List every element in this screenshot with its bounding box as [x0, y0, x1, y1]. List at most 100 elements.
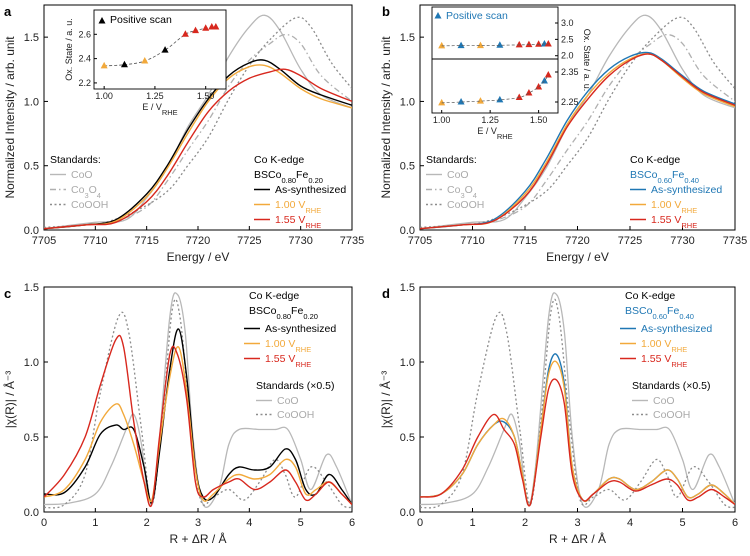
inset-data-point [438, 98, 446, 106]
x-tick-label: 7725 [237, 235, 261, 247]
text-part: 1.55 V [641, 353, 671, 365]
panel-label: d [382, 286, 390, 301]
legend-label: CoOOH [277, 409, 314, 421]
x-tick-label: 6 [349, 517, 355, 529]
inset: 1.00 1.25 1.50 2.2 2.4 2.6 E / VRHE Ox. State /… [64, 9, 227, 117]
legend-sample-label: BSCo0.80Fe0.20 [249, 305, 318, 321]
inset-data-point [100, 61, 108, 69]
text-part: As-synthesized [265, 323, 336, 335]
subscript: RHE [681, 221, 697, 230]
inset-y-tick-label: 2.25 [561, 97, 579, 107]
subscript: 0.20 [308, 176, 323, 185]
x-tick-label: 7720 [565, 235, 589, 247]
inset-y-tick-label: 2.5 [561, 34, 574, 44]
series-coo [420, 292, 735, 508]
inset-x-tick-label: 1.50 [197, 91, 215, 101]
subscript: RHE [671, 345, 687, 354]
text-part: Fe [291, 305, 303, 317]
x-tick-label: 4 [246, 517, 252, 529]
series-coooh [420, 16, 735, 229]
inset-frame [431, 6, 559, 114]
text-part: BSCo [625, 305, 653, 317]
text-part: CoOOH [71, 199, 108, 211]
inset-data-point [202, 24, 210, 31]
subscript: RHE [162, 108, 178, 117]
x-tick-label: 7715 [134, 235, 158, 247]
x-axis-label: Energy / eV [167, 250, 230, 264]
panel-label: b [382, 4, 390, 19]
subscript: 3 [84, 191, 88, 200]
text-part: E / V [477, 126, 497, 136]
x-tick-label: 3 [574, 517, 580, 529]
inset-y-tick-label: 2.2 [78, 78, 91, 88]
legend-label: As-synthesized [275, 184, 346, 196]
x-tick-label: 7730 [288, 235, 312, 247]
legend-sample-label: BSCo0.80Fe0.20 [254, 169, 323, 185]
x-tick-label: 7720 [186, 235, 210, 247]
y-tick-label: 0.0 [24, 225, 39, 237]
inset-x-label: E / VRHE [477, 126, 512, 141]
text-part: Fe [296, 169, 308, 181]
series-1-00-v [44, 346, 352, 505]
inset-legend-label: Positive scan [110, 14, 172, 26]
text-part: Fe [667, 305, 679, 317]
legend-label: 1.00 VRHE [275, 199, 321, 215]
y-tick-label: 0.5 [400, 161, 415, 173]
legend-label: CoO [653, 395, 675, 407]
text-part: 1.00 V [651, 199, 681, 211]
subscript: 0.60 [652, 312, 667, 321]
inset-x-tick-label: 1.25 [146, 91, 164, 101]
text-part: 1.00 V [641, 338, 671, 350]
inset-trend-line [441, 43, 549, 47]
x-axis-label: R + ΔR / Å [169, 531, 226, 546]
x-tick-label: 7715 [513, 235, 537, 247]
y-axis-label: |χ(R)| / Å⁻³ [2, 371, 17, 429]
series-1-55-v [420, 378, 735, 507]
subscript: RHE [681, 206, 697, 215]
text-part: Co [71, 184, 85, 196]
text-part: 1.55 V [265, 353, 295, 365]
x-tick-label: 1 [469, 517, 475, 529]
y-axis-label: Normalized Intensity / arb. unit [379, 36, 393, 199]
series-1-55-v [44, 334, 352, 507]
y-tick-label: 0.5 [400, 432, 415, 444]
legend-label: 1.00 VRHE [265, 338, 311, 354]
series-as-synthesized [420, 51, 735, 230]
x-tick-label: 0 [417, 517, 423, 529]
y-tick-label: 1.0 [24, 96, 39, 108]
y-tick-label: 1.0 [24, 357, 39, 369]
subscript: 4 [473, 191, 477, 200]
text-part: As-synthesized [641, 323, 712, 335]
inset-y-label: Ox. State / a. u. [64, 18, 74, 81]
inset-y-tick-label: 2.6 [78, 29, 91, 39]
subscript: RHE [295, 345, 311, 354]
legend-label: 1.55 VRHE [275, 214, 321, 230]
inset-frame [93, 9, 227, 90]
subscript: RHE [305, 206, 321, 215]
legend-sample-label: BSCo0.60Fe0.40 [630, 169, 699, 185]
x-tick-label: 2 [522, 517, 528, 529]
inset-data-point [540, 77, 548, 84]
subscript: RHE [497, 132, 513, 141]
legend-label: 1.55 VRHE [641, 353, 687, 369]
panel-label: c [4, 286, 11, 301]
subscript: 0.80 [281, 176, 296, 185]
subscript: 0.20 [303, 312, 318, 321]
inset-y-tick-label: 3.0 [561, 18, 574, 28]
inset-x-tick-label: 1.50 [530, 115, 548, 125]
x-tick-label: 5 [679, 517, 685, 529]
legend-standards-title: Standards (×0.5) [632, 380, 711, 392]
series-coooh [420, 298, 735, 509]
series-1-00-v [420, 360, 735, 507]
panel-b: b 7705 7710 7715 7720 7725 7730 7735 0.0 0.5 1.0 1.… [379, 4, 747, 264]
legend-label: 1.55 VRHE [265, 353, 311, 369]
legend-label: CoO [71, 169, 93, 181]
subscript: 0.80 [276, 312, 291, 321]
inset-data-point [141, 57, 149, 64]
inset-x-tick-label: 1.00 [433, 115, 451, 125]
x-axis-label: Energy / eV [546, 250, 609, 264]
legend-label: As-synthesized [265, 323, 336, 335]
legend-edge-label: Co K-edge [254, 154, 304, 166]
y-tick-label: 1.0 [400, 96, 415, 108]
text-part: CoO [71, 169, 93, 181]
